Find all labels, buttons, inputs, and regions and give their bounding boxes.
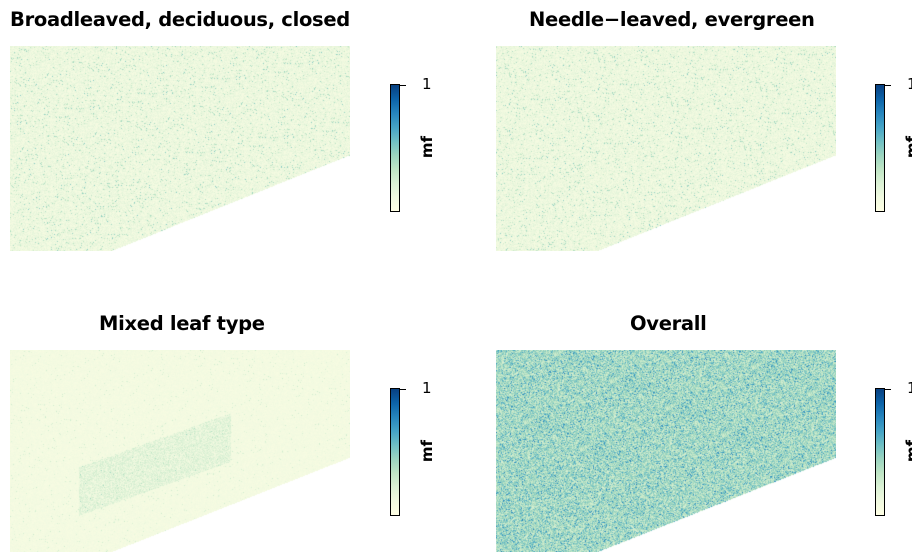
colorbar-tick bbox=[885, 389, 891, 390]
panel-title-needleleaved: Needle−leaved, evergreen bbox=[529, 8, 815, 31]
colorbar-max-label: 1 bbox=[907, 75, 912, 93]
heatmap-broadleaved bbox=[10, 46, 350, 251]
colorbar-tick bbox=[400, 85, 406, 86]
panel-title-overall: Overall bbox=[630, 312, 707, 335]
colorbar-max-label: 1 bbox=[907, 379, 912, 397]
colorbar-mixed bbox=[390, 388, 400, 516]
heatmap-needleleaved bbox=[496, 46, 836, 251]
heatmap-mixed bbox=[10, 350, 350, 552]
colorbar-tick bbox=[885, 85, 891, 86]
panel-title-mixed: Mixed leaf type bbox=[99, 312, 265, 335]
colorbar-needleleaved bbox=[875, 84, 885, 212]
colorbar-title: mf bbox=[903, 439, 912, 463]
colorbar-title: mf bbox=[903, 135, 912, 159]
panel-title-broadleaved: Broadleaved, deciduous, closed bbox=[10, 8, 350, 31]
colorbar-tick bbox=[400, 389, 406, 390]
colorbar-max-label: 1 bbox=[422, 75, 432, 93]
colorbar-title: mf bbox=[418, 135, 437, 159]
colorbar-title: mf bbox=[418, 439, 437, 463]
colorbar-overall bbox=[875, 388, 885, 516]
colorbar-max-label: 1 bbox=[422, 379, 432, 397]
heatmap-overall bbox=[496, 350, 836, 552]
colorbar-broadleaved bbox=[390, 84, 400, 212]
